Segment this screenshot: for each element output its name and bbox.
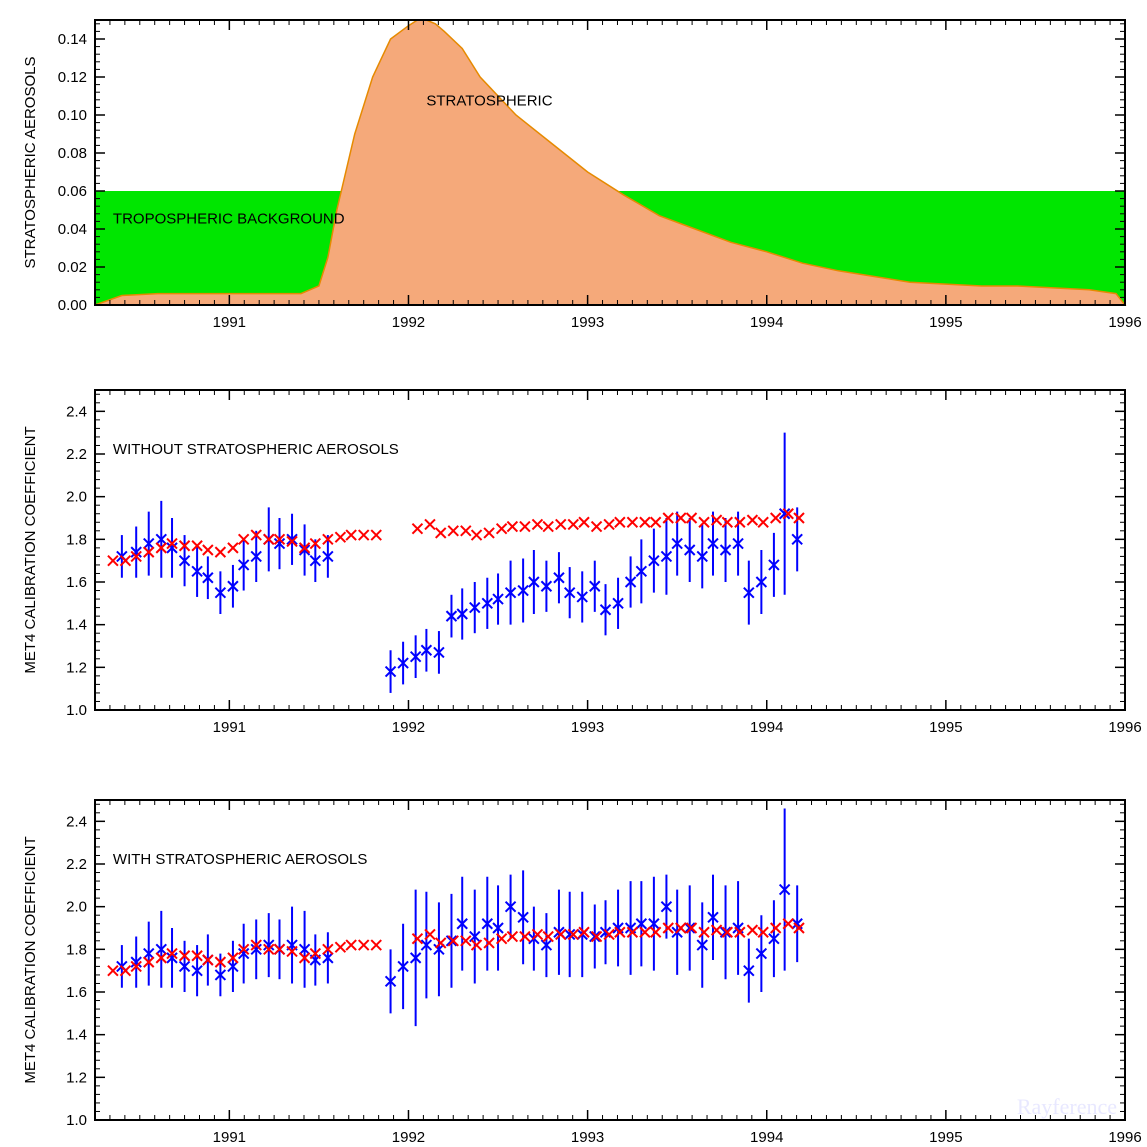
svg-text:0.12: 0.12 [58, 69, 87, 86]
svg-text:1994: 1994 [750, 1129, 783, 1146]
blue-series [117, 809, 802, 1027]
figure-svg: 0.00 0.02 0.04 0.06 0.08 0.10 0.12 0.14 1991 1992… [0, 0, 1147, 1147]
svg-text:0.14: 0.14 [58, 31, 87, 48]
svg-text:1.4: 1.4 [66, 617, 87, 634]
svg-text:1993: 1993 [571, 719, 604, 736]
svg-text:1996: 1996 [1108, 314, 1141, 331]
svg-text:WITH STRATOSPHERIC AEROSOLS: WITH STRATOSPHERIC AEROSOLS [113, 851, 367, 868]
svg-text:1991: 1991 [213, 719, 246, 736]
svg-text:STRATOSPHERIC AEROSOLS: STRATOSPHERIC AEROSOLS [22, 57, 39, 269]
svg-text:0.00: 0.00 [58, 297, 87, 314]
svg-text:1.4: 1.4 [66, 1027, 87, 1044]
svg-text:1995: 1995 [929, 1129, 962, 1146]
annotation-label: STRATOSPHERIC [426, 93, 552, 110]
svg-text:0.06: 0.06 [58, 183, 87, 200]
svg-text:1.2: 1.2 [66, 1069, 87, 1086]
svg-text:1992: 1992 [392, 1129, 425, 1146]
svg-text:1.8: 1.8 [66, 531, 87, 548]
svg-text:0.08: 0.08 [58, 145, 87, 162]
svg-text:1.6: 1.6 [66, 984, 87, 1001]
svg-text:0.02: 0.02 [58, 259, 87, 276]
svg-text:1995: 1995 [929, 719, 962, 736]
svg-text:1.2: 1.2 [66, 659, 87, 676]
svg-text:WITHOUT STRATOSPHERIC AEROSOLS: WITHOUT STRATOSPHERIC AEROSOLS [113, 441, 399, 458]
svg-text:MET4 CALIBRATION COEFFICIENT: MET4 CALIBRATION COEFFICIENT [22, 426, 39, 673]
svg-text:2.4: 2.4 [66, 813, 87, 830]
svg-text:1.8: 1.8 [66, 941, 87, 958]
svg-text:1996: 1996 [1108, 719, 1141, 736]
figure-container: 0.00 0.02 0.04 0.06 0.08 0.10 0.12 0.14 1991 1992… [0, 0, 1147, 1147]
svg-text:1996: 1996 [1108, 1129, 1141, 1146]
svg-text:1993: 1993 [571, 314, 604, 331]
svg-text:MET4 CALIBRATION COEFFICIENT: MET4 CALIBRATION COEFFICIENT [22, 836, 39, 1083]
svg-text:2.2: 2.2 [66, 856, 87, 873]
blue-series [117, 433, 802, 693]
svg-text:1991: 1991 [213, 1129, 246, 1146]
svg-text:1992: 1992 [392, 719, 425, 736]
watermark: Rayference [1017, 1094, 1117, 1119]
svg-text:2.2: 2.2 [66, 446, 87, 463]
svg-text:2.0: 2.0 [66, 899, 87, 916]
svg-text:0.04: 0.04 [58, 221, 87, 238]
svg-text:0.10: 0.10 [58, 107, 87, 124]
svg-text:1992: 1992 [392, 314, 425, 331]
svg-text:1.0: 1.0 [66, 702, 87, 719]
svg-text:1994: 1994 [750, 719, 783, 736]
annotation-label: TROPOSPHERIC BACKGROUND [113, 210, 345, 227]
svg-text:1994: 1994 [750, 314, 783, 331]
svg-text:2.4: 2.4 [66, 403, 87, 420]
svg-text:2.0: 2.0 [66, 489, 87, 506]
svg-text:1.0: 1.0 [66, 1112, 87, 1129]
svg-text:1.6: 1.6 [66, 574, 87, 591]
svg-text:1991: 1991 [213, 314, 246, 331]
red-series [108, 509, 804, 566]
svg-text:1995: 1995 [929, 314, 962, 331]
svg-text:1993: 1993 [571, 1129, 604, 1146]
